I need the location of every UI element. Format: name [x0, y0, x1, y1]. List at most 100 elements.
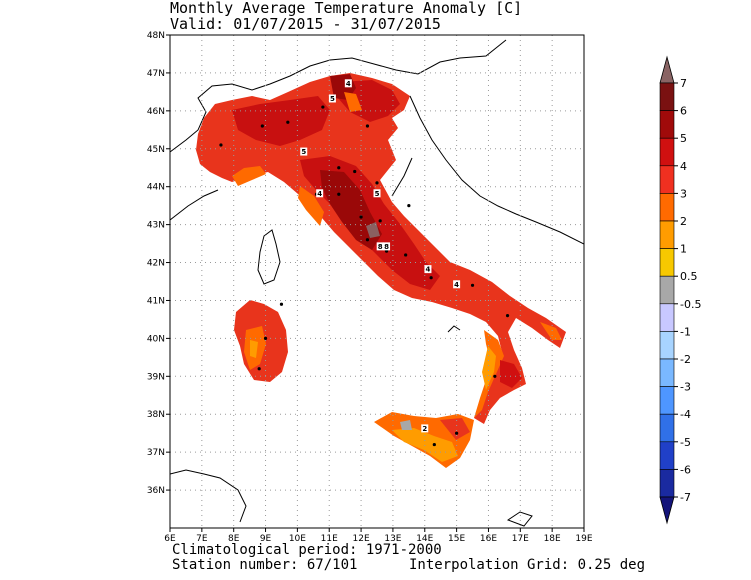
colorbar-swatch — [659, 165, 675, 194]
lat-tick-label: 45N — [147, 145, 165, 155]
colorbar-label: 1 — [680, 243, 687, 256]
lon-tick-label: 16E — [480, 534, 497, 544]
colorbar-label: -2 — [680, 353, 691, 366]
contour-label: 2 — [422, 425, 427, 433]
colorbar-label: -1 — [680, 325, 691, 338]
lat-tick-label: 37N — [147, 448, 165, 458]
graticule — [170, 35, 584, 528]
contour-label: 4 — [426, 266, 431, 274]
colorbar-swatch — [659, 110, 675, 139]
station-dot — [219, 143, 223, 147]
contour-label: 8 — [378, 243, 383, 251]
lon-tick-label: 8E — [228, 534, 240, 544]
colorbar-swatch — [659, 220, 675, 249]
interpolation-grid: Interpolation Grid: 0.25 deg — [409, 557, 646, 573]
station-dot — [365, 238, 370, 242]
colorbar: 7 6 5 4 3 2 1 0.5 -0.5 -1 -2 -3 -4 -5 -6 -7 — [659, 55, 701, 525]
longitude-ticks: 6E 7E 8E 9E 10E 11E 12E 13E 14E 15E 16E 17E 18E 19E — [164, 528, 593, 544]
colorbar-swatch — [659, 331, 675, 360]
station-dot — [432, 442, 436, 447]
validity-period: Valid: 01/07/2015 - 31/07/2015 — [170, 15, 441, 33]
station-dot — [365, 124, 370, 128]
colorbar-swatch — [659, 82, 675, 111]
lon-tick-label: 13E — [384, 534, 401, 544]
colorbar-label: 4 — [680, 160, 687, 173]
colorbar-label: -5 — [680, 436, 691, 449]
colorbar-bottom-arrow — [659, 496, 675, 525]
station-dot — [337, 192, 341, 196]
colorbar-label: -3 — [680, 381, 691, 394]
station-dot — [407, 204, 411, 208]
map-frame-border — [169, 34, 585, 529]
sardinia-field — [234, 300, 288, 382]
colorbar-swatch — [659, 275, 675, 305]
lat-tick-label: 39N — [147, 372, 165, 382]
colorbar-swatch — [659, 193, 675, 222]
colorbar-label: 2 — [680, 215, 687, 228]
colorbar-label: -0.5 — [680, 298, 701, 311]
lat-tick-label: 41N — [147, 296, 165, 306]
station-dot — [263, 336, 268, 340]
station-dot — [279, 302, 284, 306]
lon-tick-label: 11E — [321, 534, 338, 544]
lat-tick-label: 44N — [147, 183, 165, 193]
colorbar-swatch — [659, 303, 675, 332]
station-dot — [470, 283, 475, 287]
lat-tick-label: 46N — [147, 107, 165, 117]
colorbar-swatch — [659, 358, 675, 387]
colorbar-label: 7 — [680, 77, 687, 90]
station-dot — [429, 276, 433, 280]
lat-tick-label: 40N — [147, 334, 165, 344]
station-dot — [321, 105, 325, 109]
lon-tick-label: 17E — [512, 534, 529, 544]
lon-tick-label: 15E — [448, 534, 465, 544]
corsica-outline — [257, 229, 281, 285]
colorbar-label: -7 — [680, 491, 691, 504]
lat-tick-label: 36N — [147, 486, 165, 496]
contour-label: 4 — [346, 80, 351, 88]
station-dot — [404, 253, 408, 257]
station-dot — [378, 219, 382, 223]
lon-tick-label: 9E — [260, 534, 272, 544]
lon-tick-label: 7E — [196, 534, 208, 544]
station-dot — [455, 431, 459, 435]
contour-label: 5 — [375, 190, 380, 198]
lat-tick-label: 43N — [147, 221, 165, 231]
colorbar-label: 3 — [680, 187, 687, 200]
lon-tick-label: 19E — [575, 534, 592, 544]
colorbar-swatch — [659, 441, 675, 470]
colorbar-label: 0.5 — [680, 270, 698, 283]
contour-label: 4 — [454, 281, 459, 289]
lat-tick-label: 42N — [147, 259, 165, 269]
station-dot — [353, 169, 357, 174]
station-dot — [493, 374, 497, 378]
station-dot — [337, 166, 341, 170]
colorbar-top-arrow — [659, 55, 675, 84]
lat-tick-label: 48N — [147, 31, 165, 41]
colorbar-swatch — [659, 413, 675, 443]
station-number: Station number: 67/101 — [172, 557, 358, 573]
colorbar-label: 6 — [680, 105, 687, 118]
colorbar-swatch — [659, 469, 675, 498]
station-dot — [286, 120, 290, 124]
station-dot — [257, 367, 261, 371]
colorbar-swatch — [659, 248, 675, 277]
contour-label: 5 — [330, 95, 335, 103]
colorbar-label: -6 — [680, 463, 691, 476]
contour-label: 8 — [384, 243, 389, 251]
lon-tick-label: 18E — [544, 534, 561, 544]
station-dot — [375, 181, 379, 185]
station-dot — [505, 314, 510, 318]
contour-label: 5 — [301, 148, 306, 156]
station-dot — [260, 124, 264, 128]
map-title: Monthly Average Temperature Anomaly [C] — [170, 0, 523, 17]
lon-tick-label: 14E — [416, 534, 433, 544]
latitude-ticks: 48N 47N 46N 45N 44N 43N 42N 41N 40N 39N 38N 37N 36N — [147, 31, 170, 496]
colorbar-label: -4 — [680, 408, 691, 421]
contour-labels: 4 5 5 5 4 8 8 4 4 2 — [300, 79, 461, 433]
contour-label: 4 — [317, 190, 322, 198]
climatological-period: Climatological period: 1971-2000 — [172, 542, 442, 558]
colorbar-swatch — [659, 137, 675, 167]
lon-tick-label: 12E — [353, 534, 370, 544]
